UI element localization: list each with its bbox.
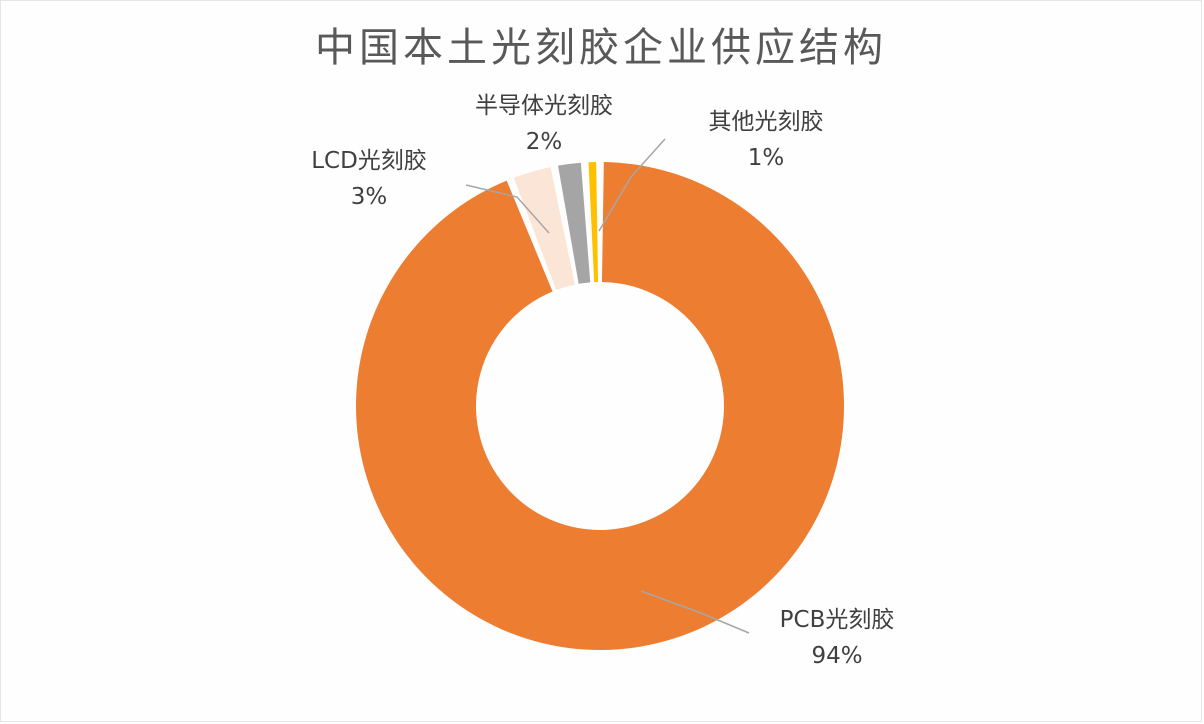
slice-label-0: PCB光刻胶	[780, 607, 895, 633]
slice-2	[558, 162, 591, 284]
slice-0	[355, 162, 844, 651]
slice-3	[588, 162, 599, 283]
chart-title: 中国本土光刻胶企业供应结构	[315, 25, 887, 71]
slice-label-1: LCD光刻胶	[311, 148, 427, 174]
leader-lines	[465, 138, 750, 634]
slice-value-label-3: 1%	[748, 145, 785, 171]
leader-line-3	[598, 138, 666, 232]
slice-label-2: 半导体光刻胶	[475, 93, 613, 119]
leader-line-1	[465, 184, 550, 234]
slice-label-3: 其他光刻胶	[709, 109, 824, 135]
slice-value-label-1: 3%	[351, 184, 388, 210]
leader-line-0	[640, 590, 750, 634]
slice-value-label-0: 94%	[811, 643, 862, 669]
donut-slices	[355, 162, 844, 651]
data-labels: PCB光刻胶 94% LCD光刻胶 3% 半导体光刻胶 2% 其他光刻胶 1%	[311, 93, 894, 669]
slice-value-label-2: 2%	[526, 129, 563, 155]
